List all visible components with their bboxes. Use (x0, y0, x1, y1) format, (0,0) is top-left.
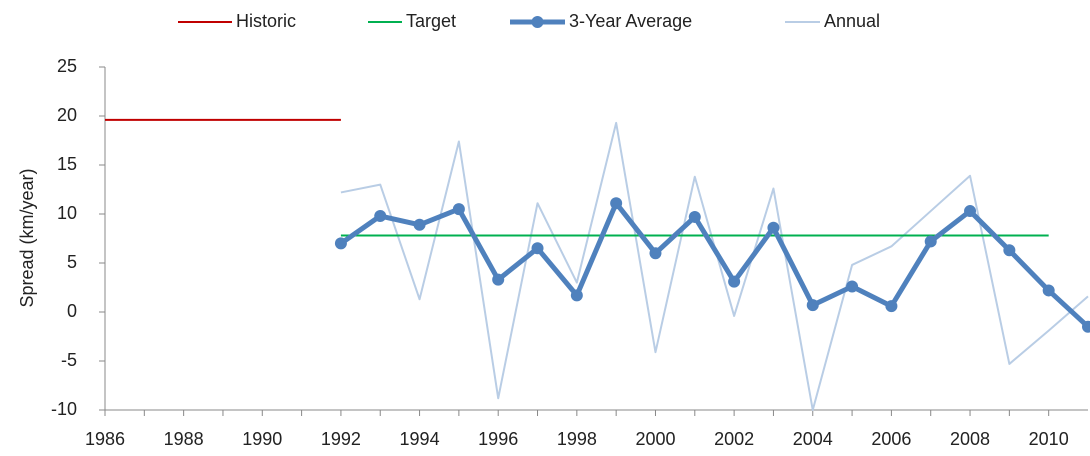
point (964, 205, 977, 218)
point (610, 197, 623, 210)
x-tick-label: 1988 (164, 429, 204, 449)
point (570, 289, 583, 302)
y-tick-label: 20 (57, 105, 77, 125)
y-tick-label: 10 (57, 203, 77, 223)
legend-item: Target (368, 11, 456, 31)
legend-item: Historic (178, 11, 296, 31)
point (1082, 320, 1090, 333)
y-tick-label: -10 (51, 399, 77, 419)
legend-label: Historic (236, 11, 296, 31)
x-tick-label: 1992 (321, 429, 361, 449)
point (452, 203, 465, 216)
point (531, 242, 544, 255)
point (806, 299, 819, 312)
point (924, 235, 937, 248)
x-tick-label: 1998 (557, 429, 597, 449)
series-line (339, 200, 1090, 329)
x-tick-label: 2006 (871, 429, 911, 449)
y-tick-label: 0 (67, 301, 77, 321)
y-tick-label: 15 (57, 154, 77, 174)
point (767, 221, 780, 234)
point (1003, 244, 1016, 257)
y-axis-label: Spread (km/year) (17, 168, 37, 307)
point (885, 300, 898, 313)
x-tick-label: 2002 (714, 429, 754, 449)
legend-marker (531, 16, 544, 28)
y-tick-label: 25 (57, 56, 77, 76)
point (649, 247, 662, 260)
point (688, 210, 701, 223)
legend-item: 3-Year Average (510, 11, 692, 31)
legend-label: Annual (824, 11, 880, 31)
x-tick-label: 2004 (793, 429, 833, 449)
legend-label: Target (406, 11, 456, 31)
x-tick-label: 2008 (950, 429, 990, 449)
legend-item: Annual (785, 11, 880, 31)
point (492, 273, 505, 286)
point (728, 275, 741, 288)
x-tick-label: 1990 (242, 429, 282, 449)
legend-label: 3-Year Average (569, 11, 692, 31)
point (1042, 284, 1055, 297)
x-tick-label: 1986 (85, 429, 125, 449)
series-line (340, 121, 1089, 411)
point (374, 209, 387, 222)
x-tick-label: 1996 (478, 429, 518, 449)
y-tick-label: 5 (67, 252, 77, 272)
point (334, 237, 347, 250)
x-tick-label: 2000 (635, 429, 675, 449)
x-tick-label: 1994 (400, 429, 440, 449)
point (413, 218, 426, 231)
point (846, 280, 859, 293)
x-tick-label: 2010 (1029, 429, 1069, 449)
y-tick-label: -5 (61, 350, 77, 370)
